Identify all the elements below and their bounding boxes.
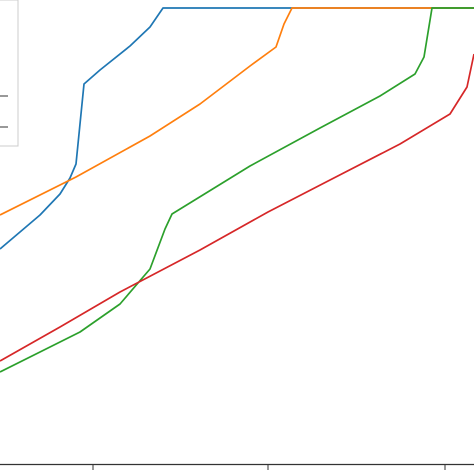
series-line-4: [0, 53, 474, 362]
series-line-3: [0, 7, 474, 373]
series-layer: [0, 7, 474, 373]
series-line-1: [0, 7, 474, 250]
x-axis: [0, 463, 474, 470]
series-line-2: [0, 7, 474, 216]
legend: [0, 0, 19, 147]
